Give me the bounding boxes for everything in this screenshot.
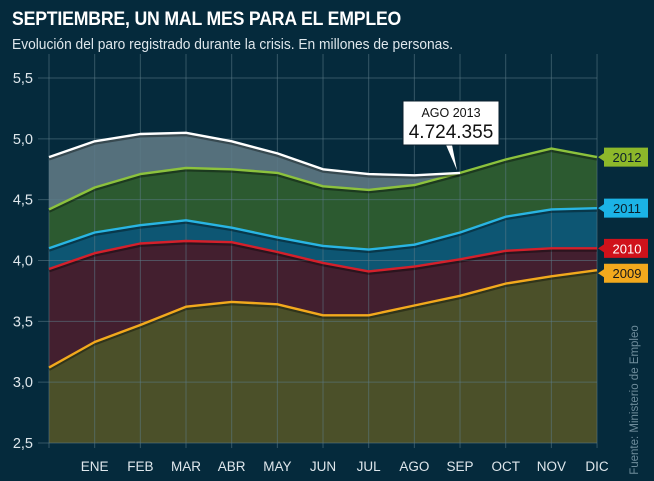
chart-subtitle: Evolución del paro registrado durante la… [12, 37, 454, 53]
x-tick-label: AGO [399, 459, 429, 474]
x-tick-label: ENE [81, 459, 109, 474]
y-tick-label: 4,5 [13, 193, 33, 209]
line-2011 [48, 207, 598, 251]
legend-tag-shape [598, 238, 648, 258]
x-tick-label: JUL [357, 459, 381, 474]
annotation-value: 4.724.355 [409, 122, 494, 143]
legend-tag-label: 2010 [613, 241, 642, 256]
y-tick-label: 5,0 [13, 132, 33, 148]
y-tick-label: 2,5 [13, 436, 33, 452]
x-tick-label: JUN [310, 459, 336, 474]
legend-tag-shape [598, 147, 648, 167]
annotation-pointer [446, 145, 458, 171]
legend-tag-shape [598, 263, 648, 283]
y-axis: 2,5 3,0 3,5 4,0 4,5 5,0 5,5 [13, 71, 33, 452]
legend-tag-label: 2009 [613, 266, 642, 281]
line-2009 [48, 269, 598, 369]
x-tick-label: NOV [537, 459, 566, 474]
line-shadow-2012 [48, 149, 598, 213]
legend-tag-2011: 2011 [598, 198, 648, 218]
line-2010 [48, 239, 597, 273]
line-shadow-2010 [48, 241, 597, 275]
line-2012 [48, 147, 598, 211]
y-tick-label: 3,5 [13, 314, 33, 330]
legend-tag-label: 2012 [613, 150, 642, 165]
legend-tag-2009: 2009 [598, 263, 648, 283]
y-tick-label: 5,5 [13, 71, 33, 87]
x-tick-label: DIC [585, 459, 609, 474]
annotation-box [402, 100, 500, 146]
source-note: Fuente: Ministerio de Empleo [629, 325, 641, 475]
x-tick-label: MAY [263, 459, 291, 474]
series-lines [48, 131, 598, 371]
legend-tag-shape [598, 198, 648, 218]
line-2013 [48, 131, 461, 177]
line-shadow-2013 [48, 133, 461, 179]
x-tick-label: SEP [447, 459, 474, 474]
x-tick-label: FEB [127, 459, 153, 474]
gridlines [38, 54, 598, 448]
legend-tag-2012: 2012 [598, 147, 648, 167]
y-tick-label: 3,0 [13, 375, 33, 391]
x-tick-label: MAR [171, 459, 201, 474]
legend-tag-2010: 2010 [598, 238, 648, 258]
y-tick-label: 4,0 [13, 254, 33, 270]
line-shadow-2011 [48, 208, 598, 254]
legend-tags: 2009 2010 2011 2012 [598, 147, 648, 283]
annotation-label: AGO 2013 [421, 106, 480, 120]
x-tick-label: ABR [218, 459, 246, 474]
line-shadow-2009 [48, 270, 598, 371]
legend-tag-label: 2011 [613, 201, 641, 216]
x-tick-label: OCT [491, 459, 520, 474]
x-axis: ENE FEB MAR ABR MAY JUN JUL AGO SEP OCT NOV DIC [81, 459, 609, 474]
chart-title: SEPTIEMBRE, UN MAL MES PARA EL EMPLEO [12, 9, 402, 30]
annotation: AGO 2013 4.724.355 [402, 100, 500, 171]
